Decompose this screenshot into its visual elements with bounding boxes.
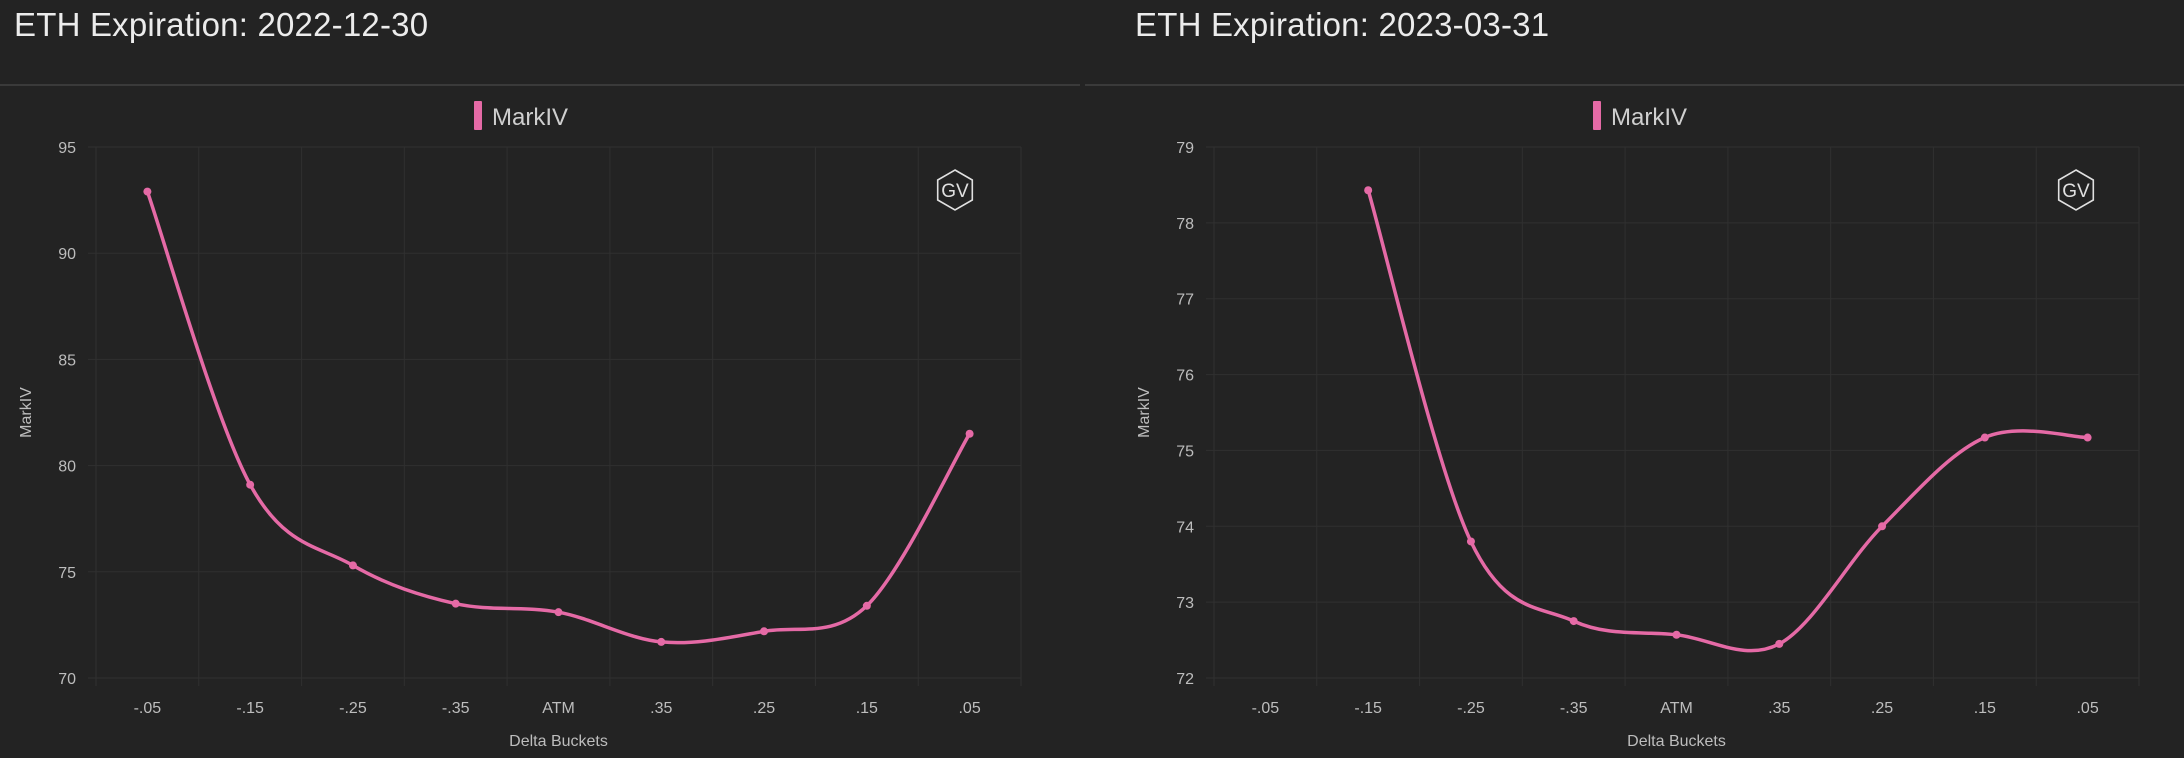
- y-tick-label: 75: [58, 565, 76, 582]
- data-point: [348, 561, 357, 570]
- y-tick-label: 80: [58, 459, 76, 476]
- y-tick-label: 95: [58, 140, 76, 157]
- data-point: [657, 637, 666, 646]
- x-tick-label: -.25: [339, 700, 367, 717]
- x-tick-label: -.35: [1560, 700, 1588, 717]
- y-tick-label: 76: [1176, 368, 1194, 385]
- y-tick-label: 90: [58, 246, 76, 263]
- data-point: [1775, 639, 1784, 648]
- data-point: [2083, 433, 2092, 442]
- line-chart: 72 73 74 75 76 77 78 79 -.05 -.15 -.25 -.35 ATM .35 .2…: [1136, 101, 2140, 750]
- y-tick-label: 73: [1176, 595, 1194, 612]
- x-tick-label: .05: [958, 700, 980, 717]
- series-line: [1366, 188, 2090, 653]
- logo-text: GV: [2062, 181, 2090, 202]
- data-point: [143, 187, 152, 196]
- legend-label: MarkIV: [492, 104, 568, 131]
- y-tick-label: 74: [1176, 519, 1194, 536]
- hexagon-logo-icon: GV: [2057, 169, 2095, 211]
- data-point: [965, 429, 974, 438]
- grid-lines: [1206, 146, 2140, 686]
- data-point: [1980, 433, 1989, 442]
- x-tick-label: -.15: [1354, 700, 1382, 717]
- grid-lines: [88, 146, 1022, 686]
- series-line: [145, 189, 972, 645]
- data-point: [760, 627, 769, 636]
- y-axis-title: MarkIV: [1136, 387, 1153, 438]
- data-point: [246, 480, 255, 489]
- data-point: [1569, 617, 1578, 626]
- x-tick-label: ATM: [542, 700, 575, 717]
- chart-panel-left: ETH Expiration: 2022-12-30 70 75 80 85 90 95 -…: [0, 0, 1080, 758]
- x-tick-label: .35: [1768, 700, 1790, 717]
- x-tick-label: .25: [1871, 700, 1893, 717]
- legend-swatch: [474, 101, 482, 130]
- legend: MarkIV: [1593, 101, 1687, 131]
- logo-text: GV: [941, 181, 969, 202]
- y-tick-label: 79: [1176, 140, 1194, 157]
- data-point: [1878, 522, 1887, 531]
- y-tick-label: 75: [1176, 443, 1194, 460]
- legend-swatch: [1593, 101, 1601, 130]
- data-point: [1364, 186, 1373, 195]
- x-tick-label: .05: [2076, 700, 2098, 717]
- data-point: [1672, 630, 1681, 639]
- x-tick-label: -.15: [236, 700, 264, 717]
- title-divider: [0, 84, 1080, 86]
- x-tick-label: -.35: [442, 700, 470, 717]
- x-tick-label: -.05: [1252, 700, 1280, 717]
- x-axis-title: Delta Buckets: [1627, 733, 1726, 750]
- y-tick-label: 70: [58, 671, 76, 688]
- legend: MarkIV: [474, 101, 568, 131]
- x-tick-label: ATM: [1660, 700, 1693, 717]
- x-tick-label: .25: [753, 700, 775, 717]
- chart-title: ETH Expiration: 2023-03-31: [1135, 6, 1550, 43]
- hexagon-outline: [2057, 169, 2095, 211]
- y-tick-label: 77: [1176, 292, 1194, 309]
- data-point: [554, 608, 563, 617]
- data-point: [451, 599, 460, 608]
- x-tick-label: .15: [856, 700, 878, 717]
- data-point: [862, 601, 871, 610]
- chart-panel-right: ETH Expiration: 2023-03-31 72 73 74 75 76 77 7…: [1085, 0, 2184, 758]
- hexagon-outline: [936, 169, 974, 211]
- data-point: [1466, 537, 1475, 546]
- x-axis-title: Delta Buckets: [509, 733, 608, 750]
- legend-label: MarkIV: [1611, 104, 1687, 131]
- y-axis-title: MarkIV: [18, 387, 35, 438]
- y-tick-label: 85: [58, 352, 76, 369]
- x-tick-label: -.25: [1457, 700, 1485, 717]
- hexagon-logo-icon: GV: [936, 169, 974, 211]
- title-divider: [1085, 84, 2184, 86]
- x-tick-label: .15: [1974, 700, 1996, 717]
- x-tick-label: .35: [650, 700, 672, 717]
- y-tick-label: 78: [1176, 216, 1194, 233]
- chart-title: ETH Expiration: 2022-12-30: [14, 6, 429, 43]
- line-chart: 70 75 80 85 90 95 -.05 -.15 -.25 -.35 ATM .35 .25 .15…: [18, 101, 1022, 750]
- x-tick-label: -.05: [134, 700, 162, 717]
- y-tick-label: 72: [1176, 671, 1194, 688]
